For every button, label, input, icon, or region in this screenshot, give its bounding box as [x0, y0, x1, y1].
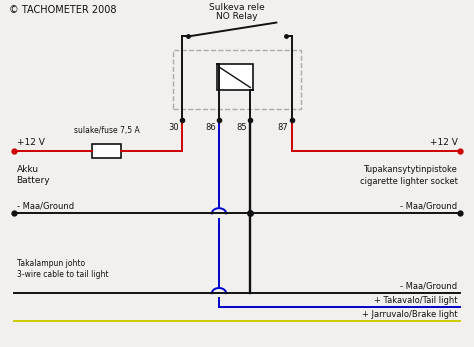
Text: © TACHOMETER 2008: © TACHOMETER 2008 — [9, 5, 117, 15]
Text: 85: 85 — [237, 123, 247, 132]
Text: 86: 86 — [205, 123, 216, 132]
Text: 30: 30 — [169, 123, 179, 132]
Text: sulake/fuse 7,5 A: sulake/fuse 7,5 A — [74, 126, 139, 135]
Bar — [217, 64, 253, 90]
Bar — [92, 144, 121, 158]
Bar — [173, 50, 301, 109]
Text: + Jarruvalo/Brake light: + Jarruvalo/Brake light — [362, 310, 457, 319]
Text: - Maa/Ground: - Maa/Ground — [400, 281, 457, 290]
Text: + Takavalo/Tail light: + Takavalo/Tail light — [374, 296, 457, 305]
Text: cigarette lighter socket: cigarette lighter socket — [360, 177, 457, 186]
Text: - Maa/Ground: - Maa/Ground — [400, 202, 457, 211]
Text: +12 V: +12 V — [429, 138, 457, 147]
Text: 87: 87 — [277, 123, 288, 132]
Text: Takalampun johto
3-wire cable to tail light: Takalampun johto 3-wire cable to tail li… — [17, 259, 108, 279]
Text: - Maa/Ground: - Maa/Ground — [17, 202, 74, 211]
Text: Sulkeva rele: Sulkeva rele — [209, 3, 265, 12]
Text: Akku
Battery: Akku Battery — [17, 165, 50, 185]
Text: Tupakansytytinpistoke: Tupakansytytinpistoke — [364, 165, 457, 174]
Text: +12 V: +12 V — [17, 138, 45, 147]
Text: NO Relay: NO Relay — [216, 12, 258, 21]
